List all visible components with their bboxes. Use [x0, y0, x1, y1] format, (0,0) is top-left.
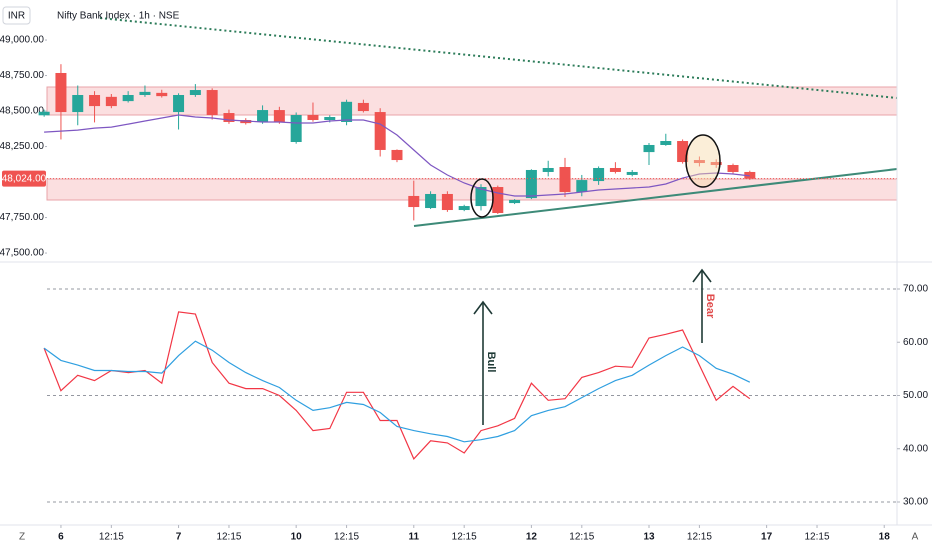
- annotation-label: Bull: [485, 352, 497, 373]
- candle-body: [156, 92, 168, 97]
- resistance-zone: [46, 86, 898, 116]
- candle-body: [576, 180, 588, 192]
- candle-body: [189, 90, 201, 96]
- y-tick-label: 47,500.00: [0, 248, 44, 259]
- candle-body: [105, 96, 117, 107]
- candle-body: [273, 110, 285, 122]
- timezone-button[interactable]: Z: [19, 532, 25, 543]
- last-price-label: 48,024.00: [2, 173, 47, 184]
- candle-body: [660, 141, 672, 145]
- candle-body: [425, 193, 437, 209]
- candle-body: [206, 90, 218, 116]
- y-tick-label: 49,000.00: [0, 35, 44, 46]
- candle-body: [324, 117, 336, 120]
- y-tick-label: 60.00: [903, 337, 928, 348]
- x-tick-label: 12:15: [687, 532, 712, 543]
- candle-body: [173, 95, 185, 113]
- x-tick-label: 12:15: [569, 532, 594, 543]
- x-tick-label: 10: [291, 532, 303, 543]
- x-tick-label: 13: [643, 532, 655, 543]
- auto-scale-button[interactable]: A: [912, 532, 919, 543]
- candle-body: [290, 115, 302, 143]
- candle-body: [492, 187, 504, 214]
- y-tick-label: 30.00: [903, 497, 928, 508]
- candle-body: [122, 95, 134, 102]
- candle-body: [727, 165, 739, 172]
- highlight-circle: [470, 178, 494, 218]
- rsi-line: [43, 340, 751, 443]
- candle-body: [525, 169, 537, 199]
- currency-badge[interactable]: [2, 6, 31, 25]
- candle-body: [223, 113, 235, 122]
- candle-body: [593, 167, 605, 182]
- annotation-label: Bear: [704, 294, 716, 319]
- x-tick-label: 12:15: [334, 532, 359, 543]
- y-tick-label: 70.00: [903, 284, 928, 295]
- candle-body: [55, 72, 67, 113]
- rsi-panel: 30.00 40.00 50.00 60.00 70.00 6 12:15 7 12:15 10 1…: [43, 284, 928, 543]
- candle-body: [72, 95, 84, 113]
- y-tick-label: 50.00: [903, 390, 928, 401]
- last-price-badge: [2, 170, 46, 187]
- candle-body: [693, 160, 705, 164]
- x-tick-label: 12:15: [805, 532, 830, 543]
- candle-body: [509, 199, 521, 204]
- candle-body: [139, 91, 151, 96]
- candle-body: [89, 95, 101, 107]
- candle-body: [408, 195, 420, 208]
- currency[interactable]: INR: [8, 11, 25, 22]
- candle-body: [357, 102, 369, 112]
- x-tick-label: 11: [408, 532, 419, 543]
- candle-body: [643, 144, 655, 153]
- dotted-trendline: [99, 17, 898, 99]
- candle-body: [542, 167, 554, 172]
- candle-body: [458, 206, 470, 211]
- chart-title: Nifty Bank Index · 1h · NSE: [57, 11, 180, 22]
- bear-arrow: [692, 268, 712, 343]
- candle-body: [626, 171, 638, 175]
- x-tick-label: 18: [879, 532, 891, 543]
- rising-trendline: [413, 168, 898, 227]
- candle-body: [710, 162, 722, 166]
- x-tick-label: 6: [58, 532, 64, 543]
- candle-body: [38, 111, 50, 116]
- y-tick-label: 47,750.00: [0, 212, 44, 223]
- candle-body: [374, 112, 386, 150]
- moving-average: [44, 114, 750, 197]
- candle-body: [609, 167, 621, 172]
- bull-arrow: [473, 300, 493, 425]
- x-tick-label: 12:15: [99, 532, 124, 543]
- price-panel: 47,500.00 47,750.00 48,250.00 48,500.00 48,7…: [0, 35, 897, 259]
- x-tick-label: 12: [526, 532, 538, 543]
- y-tick-label: 48,500.00: [0, 106, 44, 117]
- highlight-circle: [685, 134, 721, 188]
- y-tick-label: 48,250.00: [0, 141, 44, 152]
- x-tick-label: 7: [176, 532, 182, 543]
- x-tick-label: 12:15: [216, 532, 241, 543]
- candle-body: [391, 149, 403, 161]
- candle-body: [257, 110, 269, 122]
- rsi-line: [43, 311, 751, 460]
- candle-body: [677, 141, 689, 163]
- candle-body: [559, 166, 571, 192]
- x-tick-label: 17: [761, 532, 773, 543]
- y-tick-label: 48,750.00: [0, 70, 44, 81]
- y-tick-label: 40.00: [903, 443, 928, 454]
- x-tick-label: 12:15: [452, 532, 477, 543]
- candle-body: [475, 187, 487, 207]
- candle-body: [341, 101, 353, 122]
- candle-body: [441, 193, 453, 211]
- candle-body: [307, 115, 319, 120]
